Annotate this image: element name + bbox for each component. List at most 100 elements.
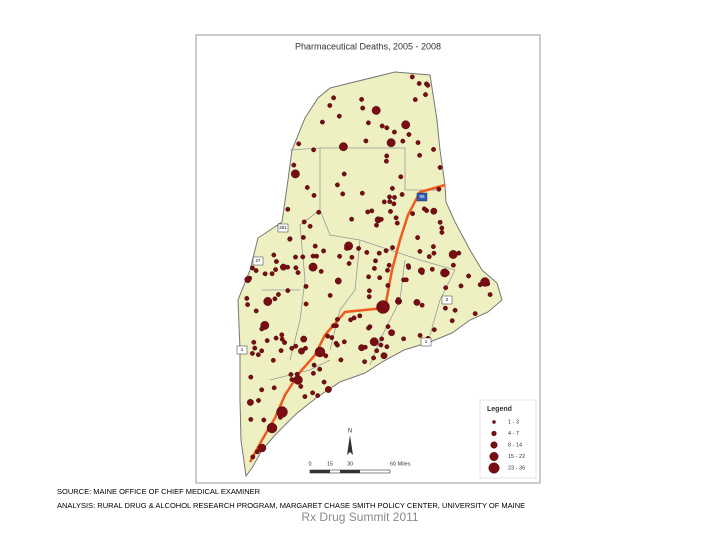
death-dot (472, 311, 478, 316)
death-dot (273, 335, 279, 341)
death-dot (384, 344, 390, 350)
county-line (319, 209, 456, 271)
death-dot (416, 81, 422, 86)
death-dot (456, 250, 462, 256)
death-dot (415, 235, 420, 241)
death-dot (271, 252, 277, 258)
death-dot (344, 245, 349, 251)
death-dot (373, 258, 378, 264)
death-dot (311, 147, 316, 153)
county-line (429, 269, 456, 336)
death-dot (392, 194, 397, 200)
death-dot (282, 340, 287, 345)
death-dot (450, 262, 456, 268)
death-dot (298, 347, 305, 355)
death-dot (362, 359, 367, 365)
shield (420, 337, 432, 347)
death-dot (303, 283, 309, 289)
death-dot (271, 385, 277, 391)
death-dot (366, 288, 372, 294)
death-dot (285, 206, 291, 212)
death-dot (308, 262, 318, 272)
death-dot (439, 225, 445, 231)
death-dot (298, 383, 304, 389)
death-dot (340, 191, 346, 197)
death-dot (319, 119, 325, 125)
death-dot (431, 146, 436, 152)
death-dot (329, 335, 335, 340)
death-dot (431, 250, 437, 256)
legend-symbol (489, 452, 499, 462)
death-dot (363, 138, 369, 144)
legend-symbol (490, 441, 498, 449)
death-dot (266, 422, 278, 434)
death-dot (293, 254, 298, 260)
death-dot (246, 398, 254, 406)
death-dot (314, 253, 319, 259)
death-dot (417, 248, 423, 254)
north-label: N (348, 429, 352, 435)
death-dot (399, 192, 405, 197)
death-dot (301, 219, 307, 225)
death-dot (254, 449, 260, 455)
death-dot (388, 208, 393, 214)
death-dot (437, 219, 443, 225)
death-dot (327, 292, 333, 298)
shield-label: 2 (446, 297, 449, 302)
death-dot (331, 323, 336, 329)
death-locations (244, 74, 493, 460)
death-dot (369, 208, 375, 214)
north-arrow: N (347, 429, 353, 455)
death-dot (385, 267, 390, 273)
death-dot (430, 244, 436, 250)
death-dot (359, 97, 364, 102)
death-dot (311, 192, 317, 198)
death-dot (377, 275, 383, 281)
death-dot (288, 372, 294, 377)
death-dot (391, 201, 397, 207)
death-dot (405, 263, 411, 269)
death-dot (394, 220, 400, 226)
death-dot (398, 174, 404, 180)
death-dot (376, 300, 390, 314)
death-dot (244, 295, 250, 301)
death-dot (252, 345, 258, 351)
legend-label: 1 - 3 (508, 419, 519, 425)
death-dot (316, 209, 322, 215)
death-dot (412, 97, 418, 103)
scale-label: 0 (308, 461, 311, 467)
death-dot (365, 209, 371, 215)
death-dot (449, 318, 455, 324)
death-dot (376, 250, 382, 256)
death-dot (442, 305, 448, 311)
death-dot (249, 265, 255, 271)
shield (277, 223, 289, 233)
death-dot (251, 339, 257, 345)
death-dot (379, 336, 385, 342)
death-dot (327, 103, 333, 108)
death-dot (365, 120, 371, 126)
death-dot (351, 315, 357, 321)
death-dot (429, 266, 435, 272)
legend-label: 15 - 22 (508, 454, 525, 460)
death-dot (285, 264, 290, 270)
death-dot (290, 169, 300, 179)
death-dot (300, 234, 306, 240)
death-dot (256, 398, 261, 403)
death-dot (410, 211, 415, 217)
death-dot (273, 259, 279, 264)
death-dot (300, 254, 306, 260)
death-dot (287, 236, 293, 242)
death-dot (381, 199, 387, 205)
death-dot (458, 283, 464, 289)
death-dot (417, 267, 425, 275)
death-dot (259, 348, 265, 354)
death-dot (273, 267, 278, 272)
shield (252, 256, 264, 266)
death-dot (383, 248, 389, 254)
death-dot (337, 253, 342, 259)
shield-label: 27 (255, 258, 261, 263)
death-dot (334, 277, 342, 285)
death-dot (264, 338, 270, 343)
death-dot (276, 406, 288, 418)
